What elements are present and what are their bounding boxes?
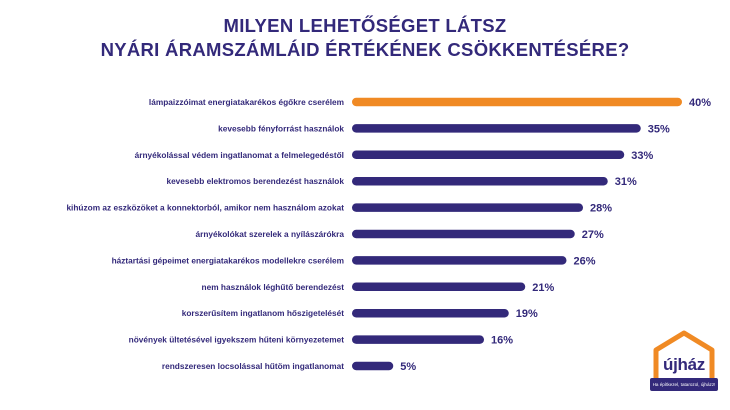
logo-tagline: Ha építkezel, tatarozol, újházz!: [652, 382, 716, 387]
chart-title: MILYEN LEHETŐSÉGET LÁTSZ NYÁRI ÁRAMSZÁML…: [0, 14, 730, 62]
value-label: 35%: [648, 123, 670, 135]
house-logo-icon: [653, 330, 715, 380]
category-label: kihúzom az eszközöket a konnektorból, am…: [66, 203, 344, 213]
category-label: árnyékolással védem ingatlanomat a felme…: [135, 150, 344, 160]
bar: [352, 203, 583, 212]
bar: [352, 361, 394, 371]
category-label: nem használok léghűtő berendezést: [202, 282, 345, 292]
chart-title-line-2: NYÁRI ÁRAMSZÁMLÁID ÉRTÉKÉNEK CSÖKKENTÉSÉ…: [100, 39, 630, 60]
bar: [352, 176, 608, 186]
bar: [352, 229, 575, 239]
category-label: kevesebb fényforrást használok: [218, 123, 344, 133]
logo-tagline-banner: Ha építkezel, tatarozol, újházz!: [650, 378, 718, 391]
value-label: 21%: [532, 282, 554, 294]
category-label: korszerűsítem ingatlanom hőszigetelését: [182, 308, 345, 318]
category-label: árnyékolókat szerelek a nyílászárókra: [195, 229, 344, 239]
bar: [352, 150, 625, 160]
bar: [352, 256, 567, 265]
ujhaz-logo: újház Ha építkezel, tatarozol, újházz!: [648, 330, 720, 398]
category-label: kevesebb elektromos berendezést használo…: [166, 176, 344, 186]
logo-wordmark: újház: [663, 355, 705, 374]
category-label: lámpaizzóimat energiatakarékos égőkre cs…: [149, 97, 344, 107]
value-label: 16%: [491, 335, 513, 347]
value-label: 40%: [689, 97, 711, 109]
bar: [352, 97, 682, 107]
bar: [352, 335, 484, 344]
bar: [352, 308, 509, 318]
chart-title-line-1: MILYEN LEHETŐSÉGET LÁTSZ: [223, 15, 507, 36]
value-label: 19%: [516, 308, 538, 320]
value-label: 28%: [590, 203, 612, 215]
value-label: 27%: [582, 229, 604, 241]
value-label: 31%: [615, 176, 637, 188]
bar: [352, 124, 641, 133]
category-label: háztartási gépeimet energiatakarékos mod…: [112, 255, 344, 265]
category-label: növények ültetésével igyekszem hűteni kö…: [129, 335, 345, 345]
value-label: 26%: [574, 255, 596, 267]
value-label: 33%: [631, 150, 653, 162]
category-label: rendszeresen locsolással hűtöm ingatlano…: [162, 361, 344, 371]
value-label: 5%: [400, 361, 416, 373]
bar: [352, 282, 526, 292]
